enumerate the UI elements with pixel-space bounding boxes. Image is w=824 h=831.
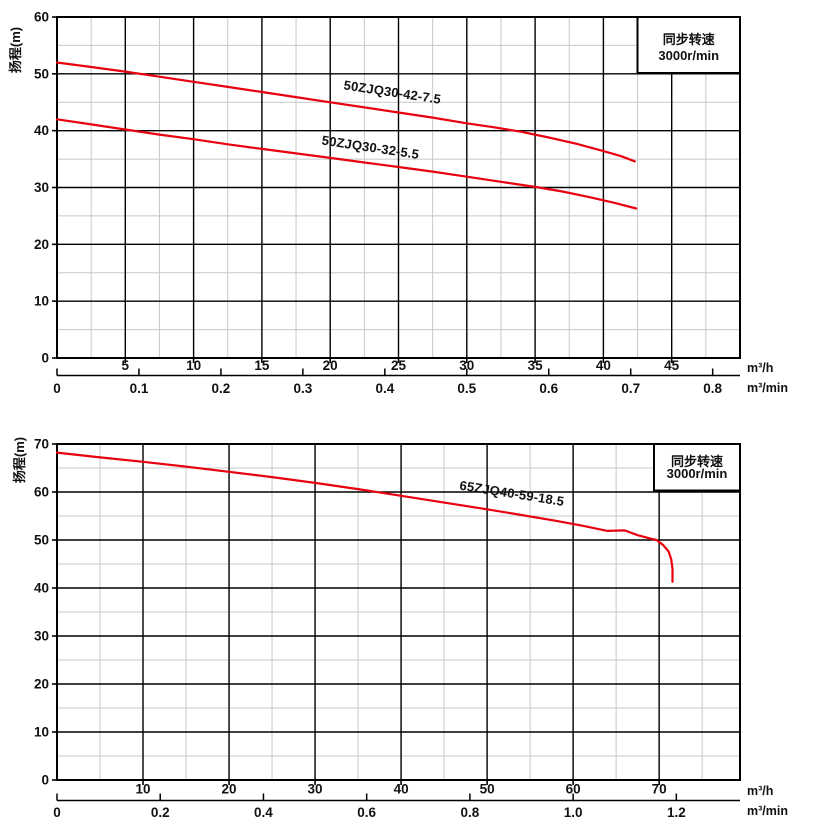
x-tick-label-secondary: 1.2 [667, 805, 686, 820]
x-axis-unit-primary: m³/h [747, 361, 773, 375]
x-axis-unit-secondary: m³/min [747, 804, 788, 818]
x-tick-label: 10 [136, 782, 151, 797]
x-tick-label: 20 [222, 782, 237, 797]
x-tick-label: 25 [391, 358, 407, 373]
y-tick-label: 40 [34, 581, 49, 596]
x-axis-secondary: 0 0.1 0.2 0.3 0.4 0.5 0.6 0.7 0.8 m³/min [53, 368, 788, 396]
y-tick-label: 10 [34, 294, 49, 309]
grid-major [57, 17, 740, 358]
x-tick-label-secondary: 0.8 [461, 805, 480, 820]
x-axis-primary: 5 10 15 20 25 30 35 40 45 m³/h [122, 358, 773, 375]
x-tick-label: 5 [122, 358, 130, 373]
x-tick-label-secondary: 0.4 [254, 805, 273, 820]
sync-speed-box-border [653, 443, 741, 492]
pump-chart-2: 0 10 20 30 40 50 60 70 10 20 30 40 50 60 70 m³/h 0 0.2 0.4… [12, 437, 788, 821]
x-tick-label-secondary: 0.6 [357, 805, 376, 820]
x-tick-label: 15 [254, 358, 270, 373]
sync-speed-label: 同步转速 [671, 454, 723, 469]
y-axis-title: 扬程(m) [12, 437, 27, 483]
curve-50ZJQ30-32-5.5 [55, 118, 638, 210]
x-axis-unit-secondary: m³/min [747, 381, 788, 395]
y-tick-label: 50 [34, 533, 49, 548]
sync-speed-box-border [636, 16, 741, 74]
x-tick-label-secondary: 0.4 [375, 381, 394, 396]
y-axis-ticks: 0 10 20 30 40 50 60 [34, 10, 57, 366]
x-tick-label-secondary: 0.8 [703, 381, 722, 396]
y-tick-label: 20 [34, 237, 49, 252]
y-tick-label: 0 [41, 773, 49, 788]
x-tick-label-secondary: 0.6 [539, 381, 558, 396]
x-tick-label: 40 [596, 358, 611, 373]
x-tick-label: 30 [308, 782, 323, 797]
x-axis-secondary: 0 0.2 0.4 0.6 0.8 1.0 1.2 m³/min [53, 793, 788, 820]
curve-label: 50ZJQ30-32-5.5 [321, 133, 420, 162]
y-tick-label: 30 [34, 180, 49, 195]
curve-50ZJQ30-42-7.5 [55, 61, 636, 163]
y-tick-label: 60 [34, 10, 49, 25]
x-tick-label: 70 [652, 782, 667, 797]
y-axis-ticks: 0 10 20 30 40 50 60 70 [34, 437, 57, 788]
grid-minor [57, 444, 740, 780]
x-tick-label-secondary: 0 [53, 805, 61, 820]
x-tick-label-secondary: 0 [53, 381, 61, 396]
y-tick-label: 0 [41, 351, 49, 366]
pump-chart-1: 0 10 20 30 40 50 60 5 10 15 20 25 30 35 40 45 m³/h 0 0.1 0.… [8, 10, 788, 397]
x-axis-primary: 10 20 30 40 50 60 70 m³/h [136, 780, 773, 798]
x-tick-label: 60 [566, 782, 581, 797]
x-tick-label-secondary: 0.3 [293, 381, 312, 396]
x-tick-label: 30 [459, 358, 474, 373]
plot-border [56, 443, 741, 781]
y-tick-label: 70 [34, 437, 49, 452]
x-tick-label-secondary: 1.0 [564, 805, 583, 820]
x-tick-label: 10 [186, 358, 201, 373]
x-tick-label: 20 [323, 358, 338, 373]
sync-speed-value: 3000r/min [658, 48, 719, 63]
x-tick-label-secondary: 0.7 [621, 381, 640, 396]
grid-major [57, 444, 740, 780]
y-tick-label: 30 [34, 629, 49, 644]
y-tick-label: 10 [34, 725, 49, 740]
x-tick-label: 45 [664, 358, 680, 373]
x-tick-label-secondary: 0.2 [212, 381, 231, 396]
x-tick-label-secondary: 0.1 [130, 381, 149, 396]
curve-65ZJQ40-59-18.5 [55, 451, 674, 583]
x-axis-unit-primary: m³/h [747, 784, 773, 798]
y-tick-label: 40 [34, 123, 49, 138]
x-tick-label: 40 [394, 782, 409, 797]
y-tick-label: 50 [34, 66, 49, 81]
y-tick-label: 60 [34, 485, 49, 500]
y-axis-title: 扬程(m) [8, 27, 23, 73]
y-tick-label: 20 [34, 677, 49, 692]
curve-label: 65ZJQ40-59-18.5 [459, 478, 566, 509]
x-tick-label-secondary: 0.2 [151, 805, 170, 820]
sync-speed-label: 同步转速 [663, 32, 715, 47]
x-tick-label: 50 [480, 782, 495, 797]
sync-speed-value: 3000r/min [667, 466, 728, 481]
x-tick-label: 35 [528, 358, 544, 373]
x-tick-label-secondary: 0.5 [457, 381, 476, 396]
